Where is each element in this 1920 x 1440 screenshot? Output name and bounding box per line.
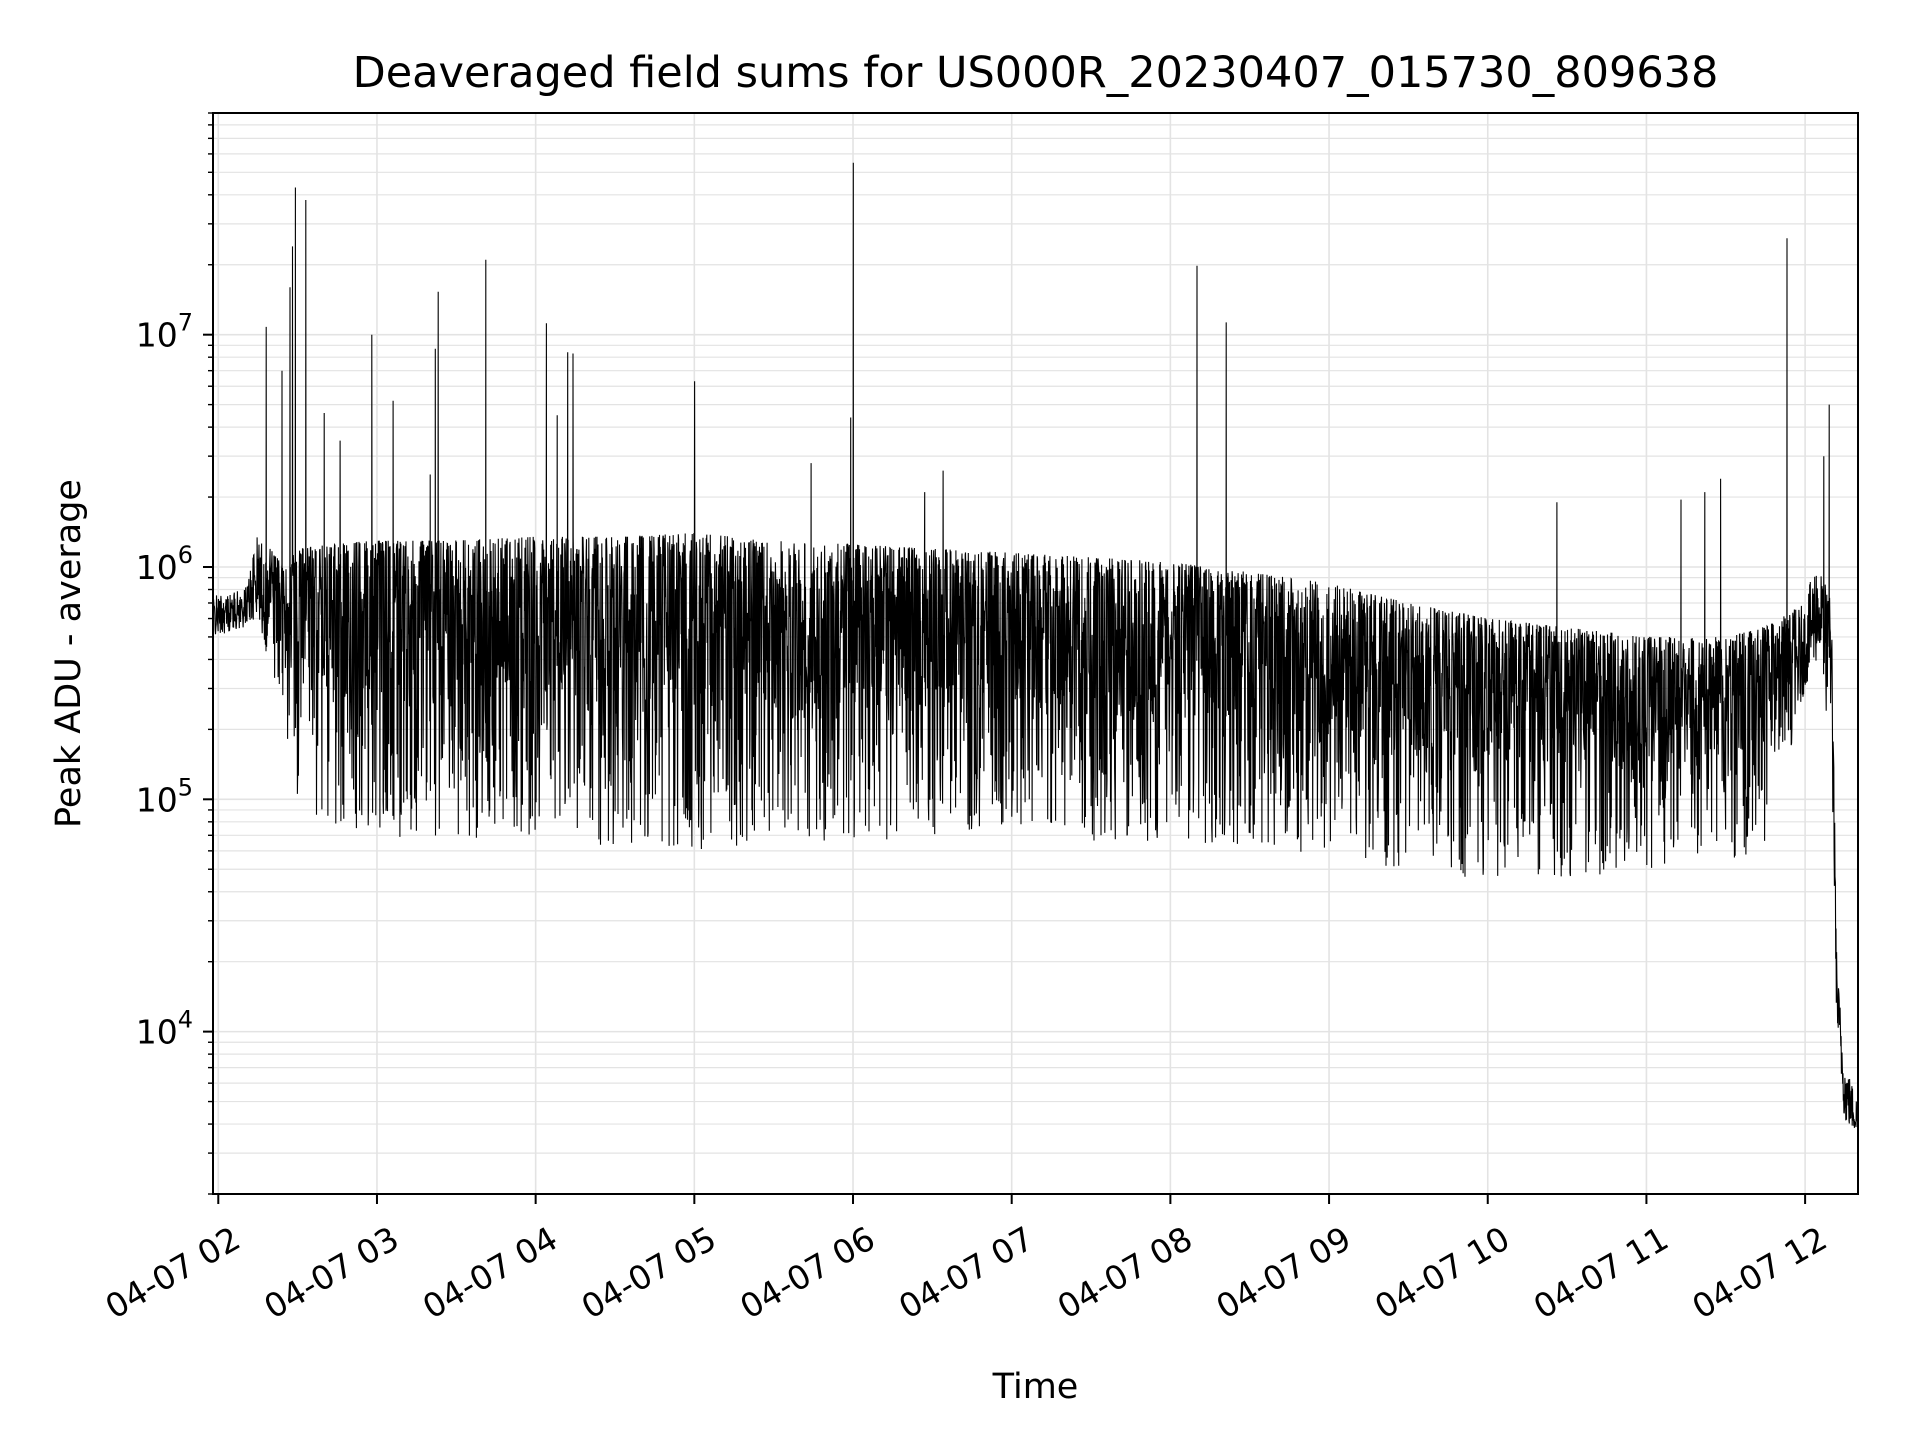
y-tick-label: 106 <box>136 541 193 587</box>
y-axis-title: Peak ADU - average <box>49 479 89 828</box>
axis-ticks <box>203 112 1807 1204</box>
y-tick-label: 107 <box>136 309 193 355</box>
y-tick-labels: 104 105 106 107 <box>136 309 193 1052</box>
plot-area-frame <box>212 112 1859 1195</box>
y-tick-label: 104 <box>136 1006 193 1052</box>
data-series <box>212 162 1859 1128</box>
series-line <box>212 162 1859 1128</box>
x-axis-title: Time <box>992 1367 1079 1407</box>
grid <box>213 112 1858 1195</box>
chart-title: Deaveraged field sums for US000R_2023040… <box>353 48 1719 98</box>
y-tick-label: 105 <box>136 773 193 819</box>
